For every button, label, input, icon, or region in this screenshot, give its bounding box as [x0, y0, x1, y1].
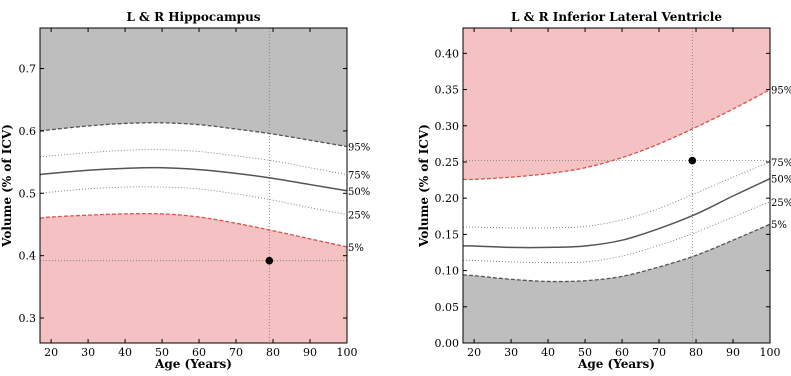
- percentile-label-95: 95%: [348, 143, 370, 154]
- percentile-curve-5: [463, 223, 770, 283]
- chart-panel-2: 20 30 40 50 60 70 80 90 100 0.00 0.05 0.10 0.15 0.20 0…: [417, 10, 791, 371]
- lower-shaded-region: [463, 224, 770, 343]
- percentile-curve-75: [463, 161, 770, 229]
- percentile-label-25: 25%: [771, 198, 791, 209]
- x-tick-label: 50: [155, 346, 169, 359]
- y-axis-label: Volume (% of ICV): [417, 124, 431, 248]
- x-tick-label: 100: [337, 346, 358, 359]
- plot-frame: [462, 27, 771, 344]
- x-tick-label: 50: [578, 346, 592, 359]
- plot-area-1: [40, 28, 347, 343]
- x-tick-label: 70: [229, 346, 243, 359]
- y-tick-label: 0.6: [19, 125, 37, 138]
- x-tick-label: 70: [652, 346, 666, 359]
- y-tick-label: 0.25: [435, 156, 460, 169]
- x-tick-label: 30: [81, 346, 95, 359]
- percentile-curve-25: [463, 201, 770, 264]
- y-tick-label: 0.05: [435, 301, 460, 314]
- x-tick-label: 60: [615, 346, 629, 359]
- percentile-label-75: 75%: [771, 158, 791, 169]
- percentile-curve-50: [40, 166, 347, 192]
- y-tick-label: 0.35: [435, 84, 460, 97]
- x-tick-label: 40: [541, 346, 555, 359]
- percentile-curve-50: [463, 177, 770, 249]
- x-axis-label: Age (Years): [577, 357, 655, 371]
- y-tick-label: 0.10: [435, 265, 460, 278]
- chart-title: L & R Inferior Lateral Ventricle: [511, 10, 722, 24]
- percentile-curve-95: [40, 122, 347, 148]
- percentile-label-95: 95%: [771, 86, 791, 97]
- subject-data-point: [688, 156, 697, 165]
- plot-frame: [39, 27, 348, 344]
- x-tick-label: 80: [689, 346, 703, 359]
- subject-data-point: [265, 256, 274, 265]
- chart-title: L & R Hippocampus: [126, 10, 260, 24]
- lower-shaded-region: [40, 213, 347, 343]
- chart-panel-1: 20 30 40 50 60 70 80 90 100 0.3 0.4 0.5 0.6 0.7 95% 75%…: [0, 10, 370, 371]
- plot-area-2: [463, 28, 770, 343]
- x-tick-label: 60: [192, 346, 206, 359]
- y-tick-label: 0.20: [435, 192, 460, 205]
- percentile-label-75: 75%: [348, 171, 370, 182]
- y-tick-label: 0.00: [435, 337, 460, 350]
- x-tick-label: 90: [303, 346, 317, 359]
- percentile-label-50: 50%: [771, 175, 791, 186]
- x-tick-label: 20: [467, 346, 481, 359]
- x-tick-label: 20: [44, 346, 58, 359]
- percentile-curve-95: [463, 88, 770, 181]
- y-axis-label: Volume (% of ICV): [0, 124, 14, 248]
- x-tick-label: 100: [760, 346, 781, 359]
- percentile-curve-5: [40, 212, 347, 248]
- percentile-label-5: 5%: [348, 243, 364, 254]
- y-tick-label: 0.5: [19, 187, 37, 200]
- upper-shaded-region: [40, 28, 347, 147]
- y-tick-label: 0.3: [19, 312, 37, 325]
- y-tick-label: 0.15: [435, 228, 460, 241]
- x-axis-label: Age (Years): [154, 357, 232, 371]
- y-tick-label: 0.40: [435, 47, 460, 60]
- upper-shaded-region: [463, 28, 770, 180]
- percentile-curve-75: [40, 149, 347, 176]
- x-tick-label: 80: [266, 346, 280, 359]
- percentile-label-5: 5%: [771, 220, 787, 231]
- x-tick-label: 90: [726, 346, 740, 359]
- percentile-label-25: 25%: [348, 211, 370, 222]
- x-tick-label: 40: [118, 346, 132, 359]
- percentile-label-50: 50%: [348, 187, 370, 198]
- x-tick-label: 30: [504, 346, 518, 359]
- y-tick-label: 0.4: [19, 250, 37, 263]
- y-tick-label: 0.7: [19, 63, 37, 76]
- y-tick-label: 0.30: [435, 120, 460, 133]
